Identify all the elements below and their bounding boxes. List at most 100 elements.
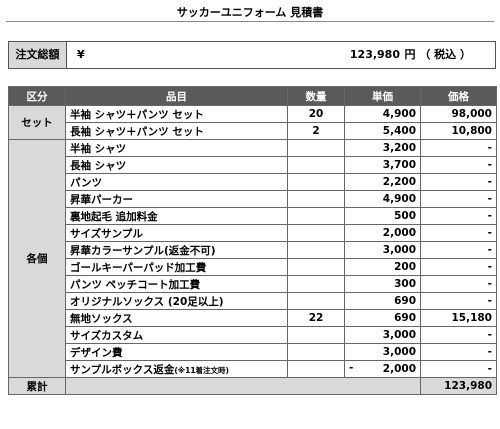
qty-cell [287,241,345,259]
qty-cell [287,275,345,293]
price-cell: - [420,156,497,174]
unit-price-cell: 5,400 [344,122,421,140]
qty-cell [287,190,345,208]
order-total-amount: 123,980 [349,48,400,61]
header-category: 区分 [8,86,66,106]
unit-price-cell: - 2,000 [344,360,421,378]
item-cell: パンツ ペッチコート加工費 [65,275,288,293]
quote-table: 区分 品目 数量 単価 価格 セット 半袖 シャツ＋パンツ セット 20 4,9… [8,86,497,395]
qty-cell [287,139,345,157]
table-row: セット 半袖 シャツ＋パンツ セット 20 4,900 98,000 [8,105,497,140]
sum-label: 累計 [8,377,66,395]
item-cell: 昇華パーカー [65,190,288,208]
table-row: 裏地起毛 追加料金 500 - [9,207,497,225]
item-cell: デザイン費 [65,343,288,361]
unit-price-cell: 690 [344,292,421,310]
unit-price-cell: 500 [344,207,421,225]
header-item: 品目 [65,86,288,106]
item-cell: 昇華カラーサンプル(返金不可) [65,241,288,259]
table-row: ゴールキーパーパッド加工費 200 - [9,258,497,276]
price-cell: - [420,173,497,191]
item-cell: サイズサンプル [65,224,288,242]
qty-cell [287,224,345,242]
qty-cell [287,292,345,310]
table-row: 昇華カラーサンプル(返金不可) 3,000 - [9,241,497,259]
price-cell: - [420,343,497,361]
qty-cell: 22 [287,309,345,327]
table-row: デザイン費 3,000 - [9,343,497,361]
unit-price-cell: 4,900 [344,190,421,208]
item-cell: 無地ソックス [65,309,288,327]
sum-spacer [65,377,421,395]
item-label: サンプルボックス返金 [70,363,175,376]
price-cell: 15,180 [420,309,497,327]
table-row: サイズサンプル 2,000 - [9,224,497,242]
price-cell: - [420,190,497,208]
table-row: 無地ソックス 22 690 15,180 [9,309,497,327]
price-cell: 10,800 [420,122,497,140]
unit-price-cell: 690 [344,309,421,327]
item-cell: サンプルボックス返金(※11着注文時) [65,360,288,378]
price-cell: - [420,241,497,259]
price-cell: - [420,326,497,344]
table-row: 長袖 シャツ 3,700 - [9,156,497,174]
table-row: サンプルボックス返金(※11着注文時) -2,000 - [9,360,497,378]
header-price: 価格 [420,86,497,106]
qty-cell [287,207,345,225]
unit-price-cell: 3,200 [344,139,421,157]
qty-cell [287,258,345,276]
price-cell: - [420,207,497,225]
unit-price-cell: 3,000 [344,241,421,259]
price-cell: - [420,139,497,157]
unit-price-cell: 4,900 [344,105,421,123]
header-quantity: 数量 [287,86,345,106]
qty-cell [287,360,345,378]
sum-price: 123,980 [420,377,497,395]
unit-price-cell: 2,000 [344,224,421,242]
item-cell: ゴールキーパーパッド加工費 [65,258,288,276]
table-sum-row: 累計 123,980 [8,377,497,395]
item-cell: 裏地起毛 追加料金 [65,207,288,225]
qty-cell: 20 [287,105,345,123]
item-cell: 半袖 シャツ＋パンツ セット [65,105,288,123]
unit-price-cell: 3,000 [344,343,421,361]
item-cell: サイズカスタム [65,326,288,344]
qty-cell [287,156,345,174]
item-note: (※11着注文時) [174,365,229,375]
table-header-row: 区分 品目 数量 単価 価格 [8,86,497,106]
minus-sign: - [349,362,354,374]
item-cell: 長袖 シャツ [65,156,288,174]
price-cell: - [420,258,497,276]
unit-price-cell: 3,700 [344,156,421,174]
item-cell: 半袖 シャツ [65,139,288,157]
header-unit-price: 単価 [344,86,421,106]
item-cell: 長袖 シャツ＋パンツ セット [65,122,288,140]
unit-price-cell: 3,000 [344,326,421,344]
item-cell: パンツ [65,173,288,191]
unit-price-cell: 2,200 [344,173,421,191]
title-divider [6,21,494,22]
order-total-unit: 円 （ 税込 ） [404,48,472,61]
table-row: サイズカスタム 3,000 - [9,326,497,344]
page-title: サッカーユニフォーム 見積書 [176,6,324,19]
unit-price-value: 2,000 [382,363,416,375]
qty-cell [287,326,345,344]
category-set: セット [8,105,66,140]
qty-cell: 2 [287,122,345,140]
currency-symbol: ¥ [77,48,85,61]
table-row: オリジナルソックス (20足以上) 690 - [9,292,497,310]
table-row: 各個 半袖 シャツ 3,200 - [8,139,497,378]
table-row: パンツ 2,200 - [9,173,497,191]
table-row: 長袖 シャツ＋パンツ セット 2 5,400 10,800 [9,122,497,140]
table-row: パンツ ペッチコート加工費 300 - [9,275,497,293]
order-total-box: 注文総額 ¥ 123,980 円 （ 税込 ） [8,41,496,69]
qty-cell [287,343,345,361]
table-row: 昇華パーカー 4,900 - [9,190,497,208]
item-cell: オリジナルソックス (20足以上) [65,292,288,310]
order-total-label: 注文総額 [9,42,67,68]
price-cell: - [420,275,497,293]
price-cell: - [420,360,497,378]
price-cell: - [420,224,497,242]
price-cell: - [420,292,497,310]
unit-price-cell: 300 [344,275,421,293]
